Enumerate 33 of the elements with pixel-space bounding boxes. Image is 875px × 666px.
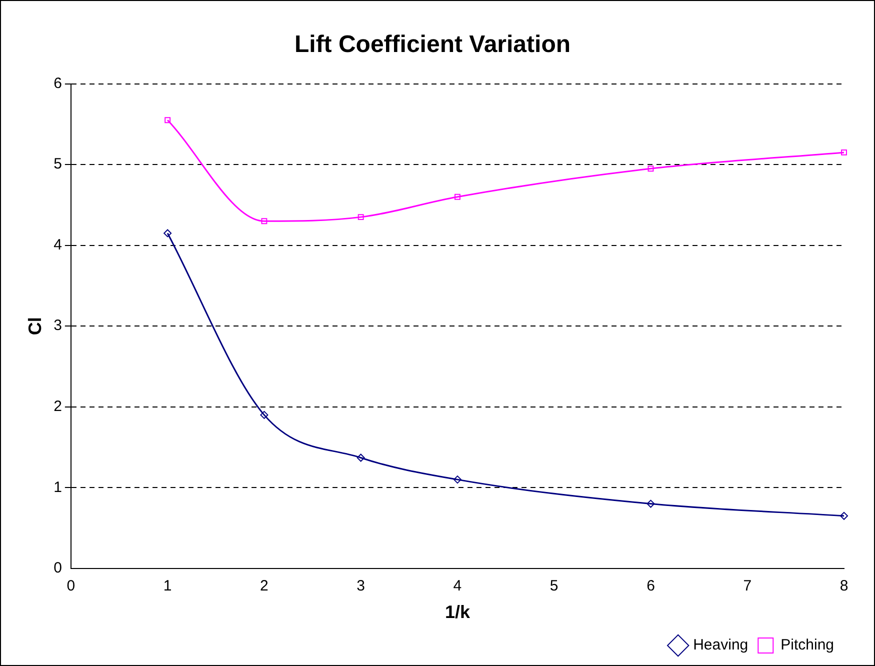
legend-label: Heaving <box>693 636 748 654</box>
y-tick-label: 4 <box>54 236 62 254</box>
point <box>453 476 462 484</box>
x-axis-title: 1/k <box>444 602 471 622</box>
point <box>840 512 848 520</box>
y-tick-label: 6 <box>54 74 62 92</box>
x-tick-label: 3 <box>356 578 366 595</box>
x-tick-label: 4 <box>453 578 462 595</box>
y-tick-label: 0 <box>54 560 62 577</box>
point <box>164 117 171 124</box>
x-tick-label: 8 <box>840 578 848 595</box>
x-tick-label: 7 <box>743 578 752 595</box>
x-tick-label: 0 <box>66 578 76 595</box>
y-tick-label: 1 <box>54 478 62 496</box>
point <box>261 218 268 224</box>
legend-label: Pitching <box>780 636 834 654</box>
x-tick-label: 1 <box>163 578 172 595</box>
point <box>841 149 847 156</box>
y-tick-label: 5 <box>54 156 62 173</box>
x-tick-label: 2 <box>260 578 268 595</box>
y-axis-title: Cl <box>24 317 45 336</box>
point <box>646 500 655 508</box>
y-tick-label: 3 <box>54 317 62 334</box>
point <box>454 194 460 200</box>
point <box>164 229 172 238</box>
y-tick-label: 2 <box>54 398 62 416</box>
point <box>648 166 654 172</box>
x-tick-label: 5 <box>550 578 558 595</box>
chart-title: Lift Coefficient Variation <box>294 31 571 58</box>
x-tick-label: 6 <box>646 578 655 595</box>
point <box>358 214 364 220</box>
point <box>260 410 268 419</box>
point <box>356 454 365 462</box>
